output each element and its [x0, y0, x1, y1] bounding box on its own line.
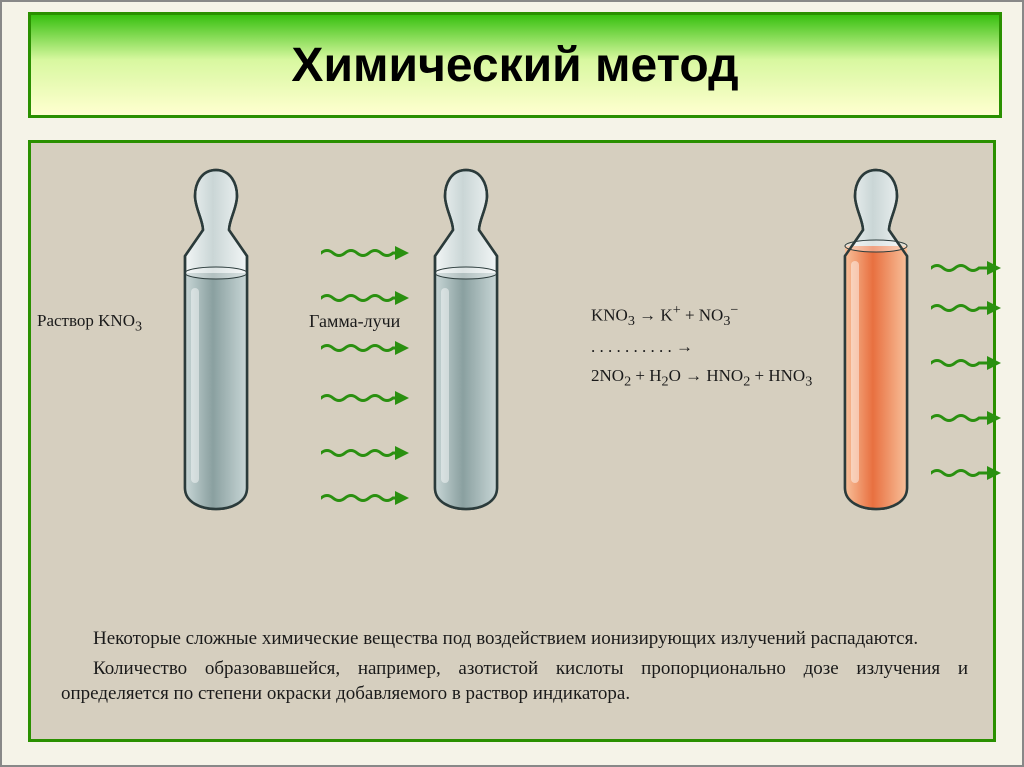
gamma-arrow-out-5 [931, 463, 1001, 483]
caption-p2: Количество образовавшейся, например, азо… [61, 656, 968, 707]
ampoule-1 [161, 168, 271, 528]
gamma-arrow-in-3 [321, 338, 409, 358]
gamma-text: Гамма-лучи [309, 311, 400, 331]
gamma-arrow-out-1 [931, 258, 1001, 278]
solution-text: Раствор KNO [37, 311, 135, 330]
ampoule-2 [411, 168, 521, 528]
diagram-box: Раствор KNO3 Гамма-лучи KNO3 → K+ + NO3−… [28, 140, 996, 742]
formula-line-3: 2NO2 + H2O → HNO2 + HNO3 [591, 362, 812, 393]
gamma-arrow-in-4 [321, 388, 409, 408]
caption: Некоторые сложные химические вещества по… [61, 626, 968, 711]
gamma-arrow-in-6 [321, 488, 409, 508]
diagram-canvas: Раствор KNO3 Гамма-лучи KNO3 → K+ + NO3−… [31, 143, 993, 739]
formula-dots: . . . . . . . . . . → [591, 333, 812, 362]
solution-label: Раствор KNO3 [37, 311, 142, 335]
ampoule-3 [821, 168, 931, 528]
gamma-label: Гамма-лучи [309, 311, 400, 332]
gamma-arrow-out-3 [931, 353, 1001, 373]
caption-p1: Некоторые сложные химические вещества по… [61, 626, 968, 652]
gamma-arrow-in-5 [321, 443, 409, 463]
gamma-arrow-in-1 [321, 243, 409, 263]
slide-title: Химический метод [291, 38, 738, 93]
title-box: Химический метод [28, 12, 1002, 118]
reaction-formulas: KNO3 → K+ + NO3− . . . . . . . . . . → 2… [591, 298, 812, 393]
gamma-arrow-in-2 [321, 288, 409, 308]
gamma-arrow-out-4 [931, 408, 1001, 428]
slide: Химический метод Раствор KNO3 Гамма-лучи… [0, 0, 1024, 767]
formula-line-1: KNO3 → K+ + NO3− [591, 298, 812, 333]
gamma-arrow-out-2 [931, 298, 1001, 318]
